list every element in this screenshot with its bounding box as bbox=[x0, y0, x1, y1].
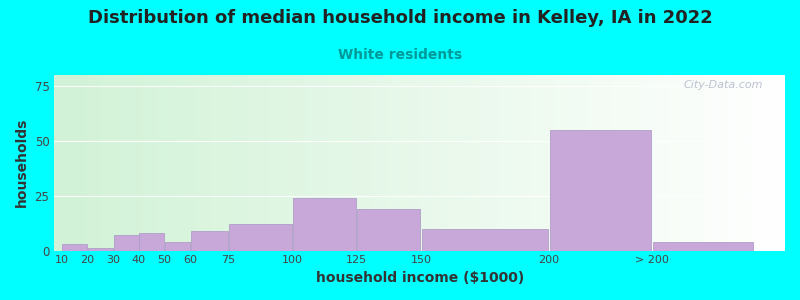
X-axis label: household income ($1000): household income ($1000) bbox=[315, 271, 524, 285]
Bar bbox=[422, 229, 548, 250]
Bar bbox=[550, 130, 650, 250]
Bar bbox=[62, 244, 87, 250]
Bar bbox=[230, 224, 292, 250]
Text: City-Data.com: City-Data.com bbox=[683, 80, 763, 90]
Bar bbox=[88, 248, 113, 250]
Text: Distribution of median household income in Kelley, IA in 2022: Distribution of median household income … bbox=[88, 9, 712, 27]
Bar bbox=[294, 198, 356, 250]
Y-axis label: households: households bbox=[15, 118, 29, 208]
Bar bbox=[139, 233, 164, 250]
Bar bbox=[190, 231, 228, 250]
Bar bbox=[165, 242, 190, 250]
Text: White residents: White residents bbox=[338, 48, 462, 62]
Bar bbox=[114, 235, 138, 250]
Bar bbox=[358, 209, 420, 250]
Bar bbox=[653, 242, 754, 250]
